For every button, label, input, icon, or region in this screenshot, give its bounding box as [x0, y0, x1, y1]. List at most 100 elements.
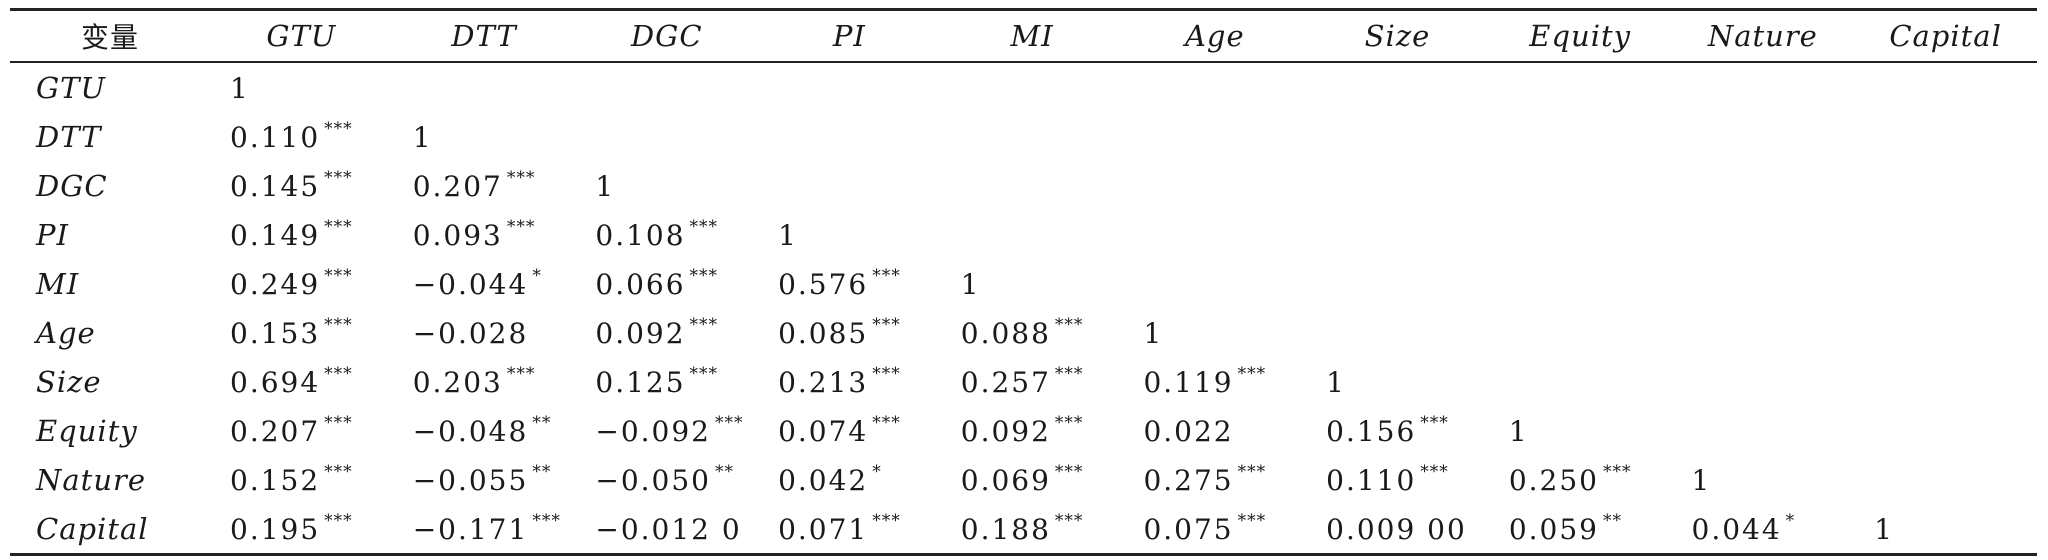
table-cell: 1 [1854, 504, 2037, 555]
table-body: GTU 1 DTT 0.110 *** 1 DGC 0.145 *** 0.207 *** 1 PI 0.… [10, 62, 2037, 555]
correlation-table: 变量 GTU DTT DGC PI MI Age Size Equity Nat… [10, 8, 2037, 556]
cell-value: 0.203 [412, 366, 503, 399]
table-cell: 0.576 *** [758, 259, 941, 308]
significance-stars: *** [324, 462, 353, 482]
significance-stars: *** [1602, 462, 1632, 482]
table-cell: −0.050 ** [575, 455, 758, 504]
significance-stars: *** [324, 168, 353, 188]
significance-stars: *** [872, 315, 901, 335]
table-cell [575, 62, 758, 112]
cell-value: 0.275 [1143, 464, 1234, 497]
significance-stars: *** [506, 217, 536, 237]
significance-stars: *** [872, 511, 901, 531]
correlation-table-container: 变量 GTU DTT DGC PI MI Age Size Equity Nat… [10, 8, 2037, 556]
table-cell: 0.275 *** [1123, 455, 1306, 504]
table-cell: −0.012 0 [575, 504, 758, 555]
significance-stars: ** [715, 462, 734, 482]
significance-stars: * [1785, 511, 1796, 531]
table-cell: −0.171 *** [393, 504, 576, 555]
table-cell: 0.044 * [1672, 504, 1855, 555]
table-cell [758, 161, 941, 210]
cell-value: 1 [1508, 415, 1529, 448]
column-header: Size [1364, 19, 1431, 53]
column-header: MI [1010, 19, 1054, 53]
significance-stars: *** [715, 413, 744, 433]
cell-value: 1 [960, 268, 981, 301]
table-cell [1489, 62, 1672, 112]
table-cell [941, 62, 1124, 112]
table-cell: 0.075 *** [1123, 504, 1306, 555]
cell-value: 0.250 [1508, 464, 1599, 497]
table-cell [1306, 308, 1489, 357]
table-cell: 0.088 *** [941, 308, 1124, 357]
table-cell [1672, 210, 1855, 259]
cell-value: 0.075 [1143, 513, 1234, 546]
significance-stars: *** [324, 364, 353, 384]
table-cell [1854, 357, 2037, 406]
table-cell: 0.119 *** [1123, 357, 1306, 406]
table-row: Equity 0.207 *** −0.048 ** −0.092 *** 0.074 *** 0… [10, 406, 2037, 455]
table-cell: 0.153 *** [210, 308, 393, 357]
significance-stars: ** [1602, 511, 1622, 531]
table-cell: 1 [575, 161, 758, 210]
cell-value: 1 [595, 170, 616, 203]
row-header: DTT [36, 119, 102, 154]
table-cell [1489, 161, 1672, 210]
table-cell [1854, 455, 2037, 504]
table-cell [393, 62, 576, 112]
table-cell [1672, 112, 1855, 161]
table-cell: 0.207 *** [393, 161, 576, 210]
row-header: Equity [36, 413, 138, 448]
cell-value: 0.257 [960, 366, 1051, 399]
significance-stars: *** [689, 364, 719, 384]
cell-value: −0.055 [412, 464, 529, 497]
table-cell: 0.069 *** [941, 455, 1124, 504]
table-cell [1489, 357, 1672, 406]
cell-value: 1 [1691, 464, 1712, 497]
table-cell [1672, 62, 1855, 112]
table-cell [1123, 259, 1306, 308]
significance-stars: *** [324, 119, 353, 139]
cell-value: 0.145 [230, 170, 321, 203]
table-row: MI 0.249 *** −0.044 * 0.066 *** 0.576 *** 1 [10, 259, 2037, 308]
cell-value: −0.028 [412, 317, 529, 350]
table-row: Size 0.694 *** 0.203 *** 0.125 *** 0.213 *** 0.25… [10, 357, 2037, 406]
cell-value: 0.195 [230, 513, 321, 546]
row-header: PI [36, 217, 69, 252]
cell-value: 0.069 [960, 464, 1051, 497]
table-cell [1672, 308, 1855, 357]
table-cell: −0.055 ** [393, 455, 576, 504]
table-cell: 0.042 * [758, 455, 941, 504]
table-cell [1489, 308, 1672, 357]
cell-value: 1 [1326, 366, 1346, 399]
table-cell: 0.249 *** [210, 259, 393, 308]
column-header: DGC [630, 19, 703, 53]
table-cell [1672, 406, 1855, 455]
significance-stars: *** [532, 511, 561, 531]
table-cell: −0.048 ** [393, 406, 576, 455]
cell-value: 0.207 [412, 170, 503, 203]
table-cell [1123, 62, 1306, 112]
table-cell: 0.092 *** [941, 406, 1124, 455]
table-cell [1489, 259, 1672, 308]
significance-stars: *** [872, 413, 901, 433]
table-cell: 0.250 *** [1489, 455, 1672, 504]
cell-value: 0.042 [778, 464, 869, 497]
significance-stars: *** [506, 364, 536, 384]
table-cell: −0.028 [393, 308, 576, 357]
table-cell: 1 [1672, 455, 1855, 504]
row-header: MI [36, 266, 80, 301]
table-cell [1123, 112, 1306, 161]
table-cell: 0.145 *** [210, 161, 393, 210]
cell-value: 0.071 [778, 513, 869, 546]
table-cell [941, 161, 1124, 210]
table-row: GTU 1 [10, 62, 2037, 112]
cell-value: 1 [230, 72, 250, 105]
table-cell: 0.092 *** [575, 308, 758, 357]
significance-stars: *** [324, 413, 353, 433]
significance-stars: *** [324, 511, 353, 531]
table-cell [1672, 357, 1855, 406]
significance-stars: *** [1054, 315, 1084, 335]
table-cell: 1 [1306, 357, 1489, 406]
table-cell: 0.207 *** [210, 406, 393, 455]
